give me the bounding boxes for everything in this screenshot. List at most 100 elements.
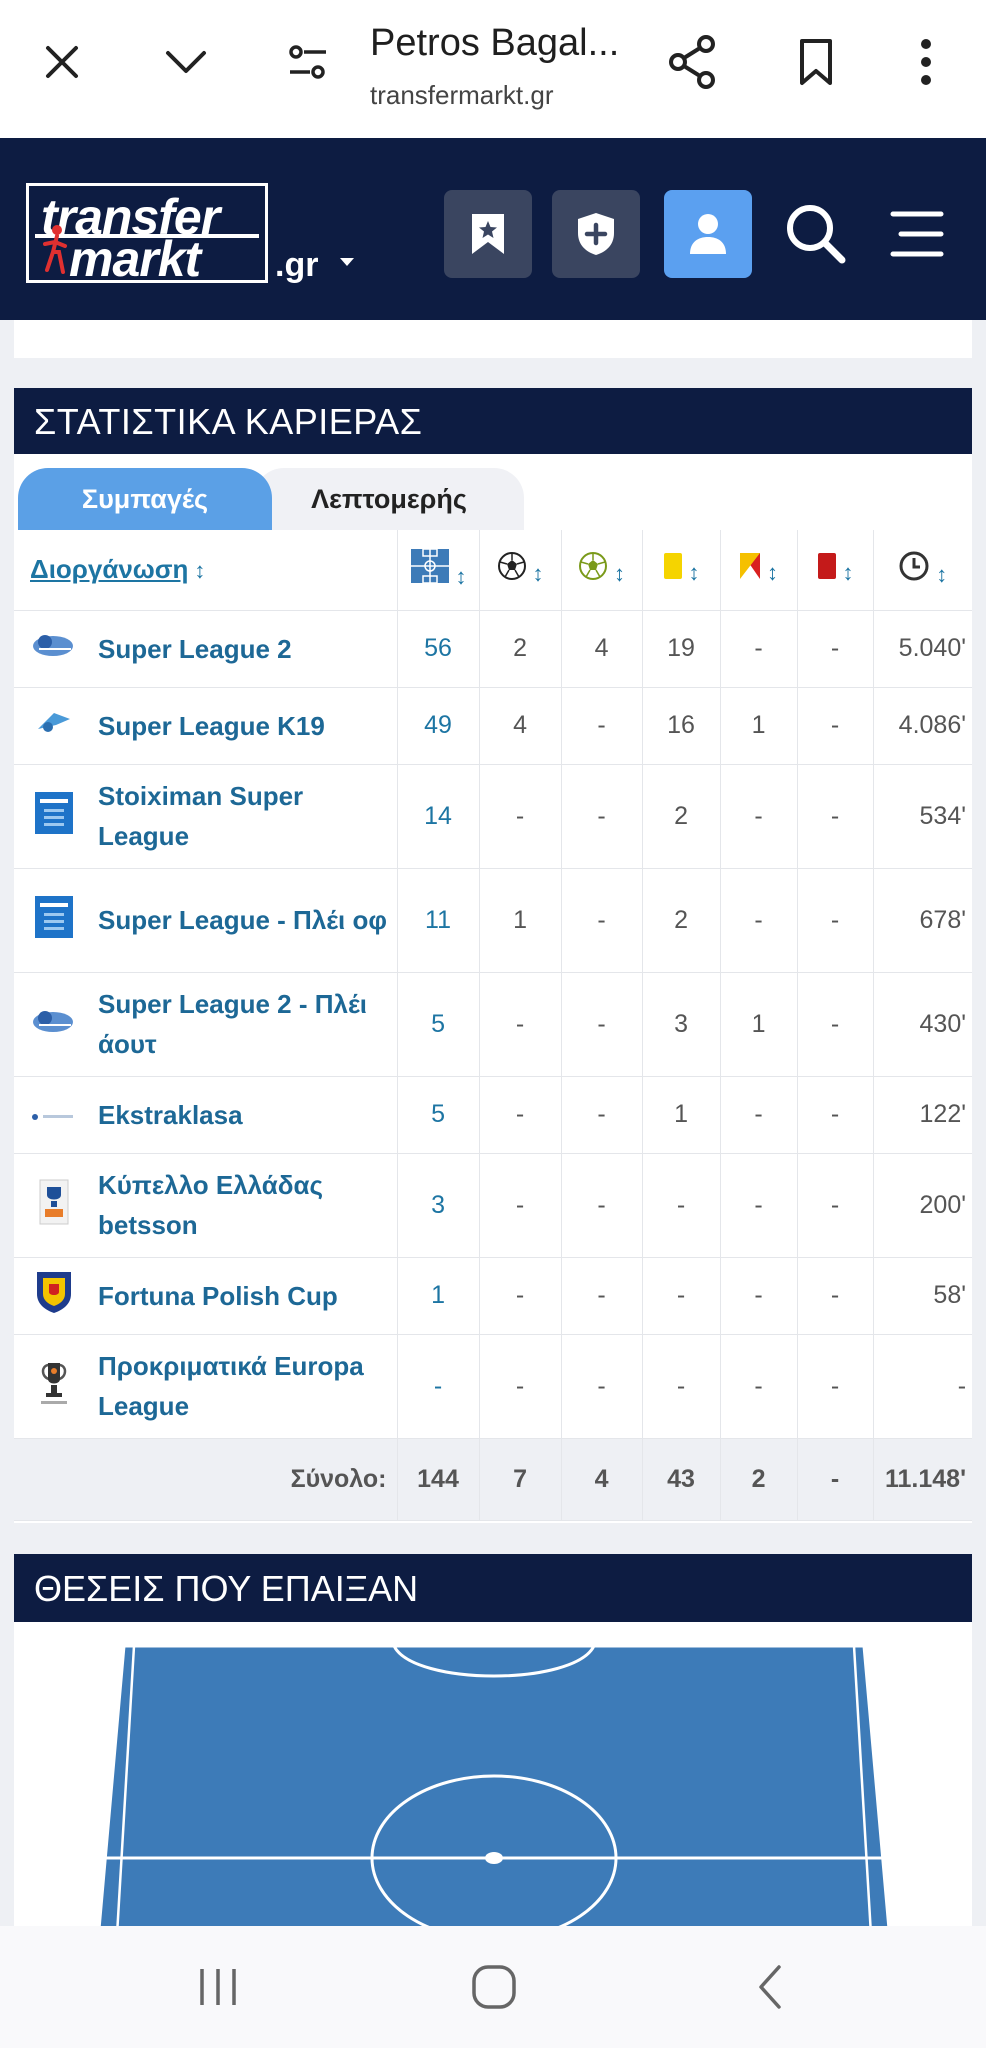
super-league-k19-logo[interactable] [34,709,74,735]
tab-detailed[interactable]: Λεπτομερής [254,468,524,530]
second-yellow-value: - [720,764,798,869]
sort-icon[interactable]: ↕ [688,560,700,586]
browser-toolbar: Petros Bagal... transfermarkt.gr [0,0,986,138]
competition-name[interactable]: Fortuna Polish Cup [94,1257,398,1335]
assists-value: - [561,764,643,869]
yellow-card-icon [663,553,682,580]
football-pitch-diagram [94,1646,894,1974]
table-row: Ekstraklasa 5 - - 1 - - 122' [14,1076,973,1154]
goals-column-header[interactable]: ↕ [479,530,562,611]
second-yellow-card-icon [740,553,761,580]
red-value: - [797,687,874,765]
apps-value[interactable]: 5 [397,1076,480,1154]
apps-value[interactable]: 56 [397,610,480,688]
competition-header-label[interactable]: Διοργάνωση [30,554,189,585]
competition-name[interactable]: Super League K19 [94,687,398,765]
user-account-button[interactable] [664,190,752,278]
chevron-down-icon[interactable] [148,24,224,100]
recent-apps-icon[interactable] [178,1954,258,2020]
goals-value: 2 [479,610,562,688]
assists-value: - [561,1076,643,1154]
sort-icon[interactable]: ↕ [936,562,948,588]
logo-text-markt: markt [69,231,201,287]
page-url[interactable]: transfermarkt.gr [370,80,554,110]
goals-value: - [479,1334,562,1439]
competition-name[interactable]: Super League 2 [94,610,398,688]
home-icon[interactable] [454,1954,534,2020]
yellow-value: 2 [642,868,721,973]
assists-column-header[interactable]: ↕ [561,530,643,611]
ekstraklasa-logo[interactable] [31,1112,77,1122]
logo-stripe [35,234,259,238]
site-domain-selector[interactable]: .gr [275,246,319,284]
yellow-value: 3 [642,972,721,1077]
minutes-column-header[interactable]: ↕ [873,530,973,611]
table-row: Κύπελλο Ελλάδας betsson 3 - - - - - 200' [14,1153,973,1258]
second-yellow-value: 1 [720,972,798,1077]
close-icon[interactable] [24,24,100,100]
greek-cup-logo[interactable] [39,1179,69,1225]
football-goals-icon [497,552,526,581]
total-row: Σύνολο: 144 7 4 43 2 - 11.148' [14,1438,973,1521]
site-header: transfer markt .gr [0,138,986,320]
site-settings-icon[interactable] [270,24,346,100]
apps-value[interactable]: 3 [397,1153,480,1258]
my-club-button[interactable] [552,190,640,278]
apps-value[interactable]: - [397,1334,480,1439]
super-league-playoff-logo[interactable] [34,895,74,939]
competition-name[interactable]: Προκριματικά Europa League [94,1334,398,1439]
tab-compact[interactable]: Συμπαγές [18,468,272,530]
caret-down-icon[interactable] [340,258,354,266]
sort-icon[interactable]: ↕ [767,560,779,586]
red-cards-column-header[interactable]: ↕ [797,530,874,611]
yellow-value: 16 [642,687,721,765]
competition-name[interactable]: Ekstraklasa [94,1076,398,1154]
sort-icon[interactable]: ↕ [614,561,626,587]
table-row: Super League - Πλέι οφ 11 1 - 2 - - 678' [14,868,973,973]
positions-section: ΘΕΣΕΙΣ ΠΟΥ ΕΠΑΙΞΑΝ [14,1554,972,1974]
second-yellow-value: - [720,610,798,688]
stats-tabs: Λεπτομερής Συμπαγές [14,454,972,530]
apps-value[interactable]: 49 [397,687,480,765]
super-league-2-logo[interactable] [31,632,77,658]
share-icon[interactable] [654,24,730,100]
sort-icon[interactable]: ↕ [194,558,206,584]
europa-league-qualifying-logo[interactable] [37,1359,71,1407]
sort-icon[interactable]: ↕ [532,561,544,587]
back-icon[interactable] [730,1954,810,2020]
watchlist-button[interactable] [444,190,532,278]
second-yellow-value: 1 [720,687,798,765]
total-apps: 144 [397,1438,480,1521]
yellow-cards-column-header[interactable]: ↕ [642,530,721,611]
apps-value[interactable]: 14 [397,764,480,869]
competition-name[interactable]: Stoiximan Super League [94,764,398,869]
hamburger-menu-icon[interactable] [872,190,960,278]
second-yellow-value: - [720,1076,798,1154]
competition-name[interactable]: Super League - Πλέι οφ [94,868,398,973]
second-yellow-column-header[interactable]: ↕ [720,530,798,611]
polish-cup-logo[interactable] [35,1270,73,1314]
apps-value[interactable]: 11 [397,868,480,973]
apps-value[interactable]: 1 [397,1257,480,1335]
bookmark-icon[interactable] [778,24,854,100]
section-title-career-stats: ΣΤΑΤΙΣΤΙΚΑ ΚΑΡΙΕΡΑΣ [14,388,972,454]
stoiximan-super-league-logo[interactable] [34,791,74,835]
sort-icon[interactable]: ↕ [455,564,467,590]
transfermarkt-logo[interactable]: transfer markt [26,183,268,287]
table-row: Stoiximan Super League 14 - - 2 - - 534' [14,764,973,869]
competition-column-header[interactable]: Διοργάνωση ↕ [14,530,398,611]
search-icon[interactable] [772,190,860,278]
second-yellow-value: - [720,1153,798,1258]
super-league-2-playout-logo[interactable] [31,1008,77,1034]
logo-runner-icon [43,225,67,274]
more-options-icon[interactable] [888,24,964,100]
competition-name[interactable]: Super League 2 - Πλέι άουτ [94,972,398,1077]
total-second-yellow: 2 [720,1438,798,1521]
sort-icon[interactable]: ↕ [842,560,854,586]
total-label: Σύνολο: [14,1438,398,1521]
page-title[interactable]: Petros Bagal... [370,22,620,64]
appearances-column-header[interactable]: ↕ [397,530,480,611]
apps-value[interactable]: 5 [397,972,480,1077]
second-yellow-value: - [720,868,798,973]
competition-name[interactable]: Κύπελλο Ελλάδας betsson [94,1153,398,1258]
